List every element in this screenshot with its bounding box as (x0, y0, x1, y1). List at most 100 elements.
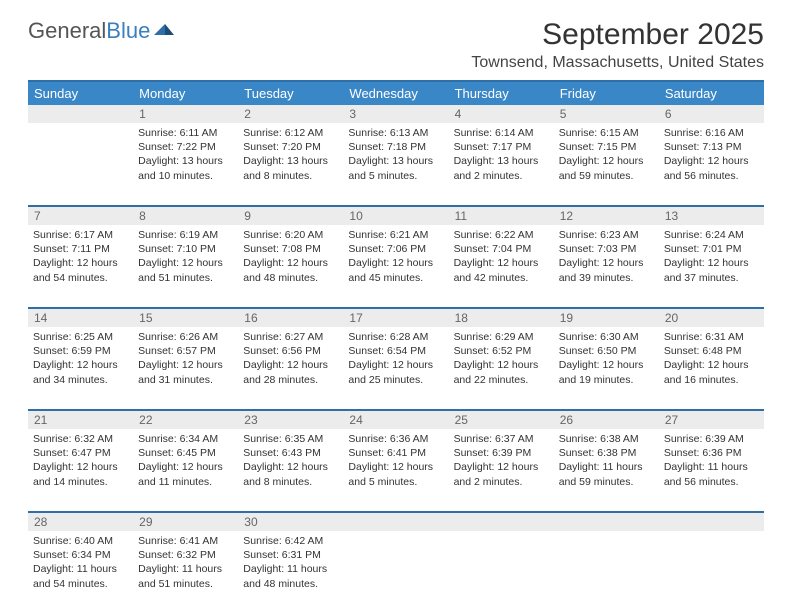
calendar-cell: Sunrise: 6:30 AMSunset: 6:50 PMDaylight:… (554, 327, 659, 409)
daylight-text: Daylight: 12 hours and 2 minutes. (454, 460, 549, 488)
sunset-text: Sunset: 6:48 PM (664, 344, 759, 358)
calendar-cell: Sunrise: 6:38 AMSunset: 6:38 PMDaylight:… (554, 429, 659, 511)
calendar-cell: Sunrise: 6:32 AMSunset: 6:47 PMDaylight:… (28, 429, 133, 511)
sunrise-text: Sunrise: 6:13 AM (348, 126, 443, 140)
day-number: 7 (28, 207, 133, 225)
dow-monday: Monday (133, 82, 238, 105)
sunset-text: Sunset: 7:01 PM (664, 242, 759, 256)
calendar-cell: Sunrise: 6:27 AMSunset: 6:56 PMDaylight:… (238, 327, 343, 409)
date-band: 14151617181920 (28, 307, 764, 327)
daylight-text: Daylight: 11 hours and 54 minutes. (33, 562, 128, 590)
day-number: 9 (238, 207, 343, 225)
sunrise-text: Sunrise: 6:32 AM (33, 432, 128, 446)
calendar-cell: Sunrise: 6:14 AMSunset: 7:17 PMDaylight:… (449, 123, 554, 205)
sunset-text: Sunset: 7:13 PM (664, 140, 759, 154)
sunrise-text: Sunrise: 6:15 AM (559, 126, 654, 140)
week-row: Sunrise: 6:11 AMSunset: 7:22 PMDaylight:… (28, 123, 764, 205)
date-band: 21222324252627 (28, 409, 764, 429)
day-number (449, 513, 554, 531)
day-number: 27 (659, 411, 764, 429)
day-number: 23 (238, 411, 343, 429)
calendar-cell (28, 123, 133, 205)
sunrise-text: Sunrise: 6:25 AM (33, 330, 128, 344)
location-subtitle: Townsend, Massachusetts, United States (471, 54, 764, 72)
triangle-icon (154, 21, 174, 35)
calendar-cell: Sunrise: 6:13 AMSunset: 7:18 PMDaylight:… (343, 123, 448, 205)
daylight-text: Daylight: 12 hours and 31 minutes. (138, 358, 233, 386)
day-number (28, 105, 133, 123)
sunset-text: Sunset: 7:17 PM (454, 140, 549, 154)
day-number: 6 (659, 105, 764, 123)
calendar-cell: Sunrise: 6:19 AMSunset: 7:10 PMDaylight:… (133, 225, 238, 307)
calendar-cell: Sunrise: 6:22 AMSunset: 7:04 PMDaylight:… (449, 225, 554, 307)
week-row: Sunrise: 6:32 AMSunset: 6:47 PMDaylight:… (28, 429, 764, 511)
daylight-text: Daylight: 13 hours and 2 minutes. (454, 154, 549, 182)
sunset-text: Sunset: 6:34 PM (33, 548, 128, 562)
calendar-cell (554, 531, 659, 613)
sunset-text: Sunset: 7:22 PM (138, 140, 233, 154)
day-number: 14 (28, 309, 133, 327)
date-band: 123456 (28, 105, 764, 123)
header: GeneralBlue September 2025 Townsend, Mas… (28, 18, 764, 72)
day-number: 25 (449, 411, 554, 429)
calendar-cell: Sunrise: 6:28 AMSunset: 6:54 PMDaylight:… (343, 327, 448, 409)
week-row: Sunrise: 6:17 AMSunset: 7:11 PMDaylight:… (28, 225, 764, 307)
day-number: 29 (133, 513, 238, 531)
sunrise-text: Sunrise: 6:40 AM (33, 534, 128, 548)
day-number: 16 (238, 309, 343, 327)
sunset-text: Sunset: 6:39 PM (454, 446, 549, 460)
calendar-cell: Sunrise: 6:35 AMSunset: 6:43 PMDaylight:… (238, 429, 343, 511)
daylight-text: Daylight: 12 hours and 16 minutes. (664, 358, 759, 386)
day-number (659, 513, 764, 531)
calendar-cell: Sunrise: 6:42 AMSunset: 6:31 PMDaylight:… (238, 531, 343, 613)
daylight-text: Daylight: 13 hours and 10 minutes. (138, 154, 233, 182)
day-number: 15 (133, 309, 238, 327)
sunset-text: Sunset: 6:59 PM (33, 344, 128, 358)
sunrise-text: Sunrise: 6:19 AM (138, 228, 233, 242)
day-number: 12 (554, 207, 659, 225)
sunrise-text: Sunrise: 6:34 AM (138, 432, 233, 446)
dow-wednesday: Wednesday (343, 82, 448, 105)
daylight-text: Daylight: 11 hours and 51 minutes. (138, 562, 233, 590)
week-row: Sunrise: 6:25 AMSunset: 6:59 PM Daylight:… (28, 327, 764, 409)
sunset-text: Sunset: 6:32 PM (138, 548, 233, 562)
day-number: 30 (238, 513, 343, 531)
sunrise-text: Sunrise: 6:36 AM (348, 432, 443, 446)
logo-text: GeneralBlue (28, 18, 150, 44)
day-number: 10 (343, 207, 448, 225)
logo-text-blue: Blue (106, 18, 150, 43)
sunset-text: Sunset: 6:45 PM (138, 446, 233, 460)
calendar-weeks: 123456Sunrise: 6:11 AMSunset: 7:22 PMDay… (28, 105, 764, 613)
day-number: 22 (133, 411, 238, 429)
sunset-text: Sunset: 6:41 PM (348, 446, 443, 460)
sunrise-text: Sunrise: 6:16 AM (664, 126, 759, 140)
calendar-cell: Sunrise: 6:26 AMSunset: 6:57 PMDaylight:… (133, 327, 238, 409)
daylight-text: Daylight: 12 hours and 22 minutes. (454, 358, 549, 386)
sunrise-text: Sunrise: 6:30 AM (559, 330, 654, 344)
daylight-text: Daylight: 12 hours and 39 minutes. (559, 256, 654, 284)
sunset-text: Sunset: 6:50 PM (559, 344, 654, 358)
sunset-text: Sunset: 6:43 PM (243, 446, 338, 460)
calendar-cell (659, 531, 764, 613)
sunset-text: Sunset: 7:08 PM (243, 242, 338, 256)
day-number: 3 (343, 105, 448, 123)
sunrise-text: Sunrise: 6:31 AM (664, 330, 759, 344)
sunrise-text: Sunrise: 6:42 AM (243, 534, 338, 548)
day-number: 13 (659, 207, 764, 225)
sunset-text: Sunset: 7:18 PM (348, 140, 443, 154)
calendar-cell: Sunrise: 6:34 AMSunset: 6:45 PMDaylight:… (133, 429, 238, 511)
daylight-text: Daylight: 11 hours and 56 minutes. (664, 460, 759, 488)
day-number: 24 (343, 411, 448, 429)
daylight-text: Daylight: 12 hours and 56 minutes. (664, 154, 759, 182)
daylight-text: Daylight: 12 hours and 42 minutes. (454, 256, 549, 284)
calendar-cell: Sunrise: 6:23 AMSunset: 7:03 PMDaylight:… (554, 225, 659, 307)
sunrise-text: Sunrise: 6:20 AM (243, 228, 338, 242)
sunrise-text: Sunrise: 6:14 AM (454, 126, 549, 140)
day-number: 18 (449, 309, 554, 327)
logo: GeneralBlue (28, 18, 174, 44)
logo-text-dark: General (28, 18, 106, 43)
daylight-text: Daylight: 12 hours and 25 minutes. (348, 358, 443, 386)
sunrise-text: Sunrise: 6:38 AM (559, 432, 654, 446)
sunset-text: Sunset: 7:06 PM (348, 242, 443, 256)
sunset-text: Sunset: 7:11 PM (33, 242, 128, 256)
